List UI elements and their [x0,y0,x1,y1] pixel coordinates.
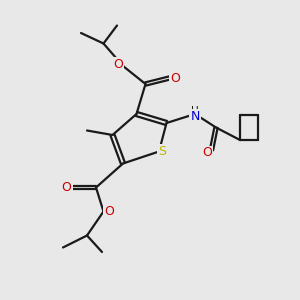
Text: H: H [191,106,199,116]
Text: S: S [158,145,166,158]
Text: O: O [104,205,114,218]
Text: O: O [114,58,123,71]
Text: O: O [170,71,180,85]
Text: N: N [190,110,200,123]
Text: O: O [62,181,71,194]
Text: O: O [202,146,212,160]
